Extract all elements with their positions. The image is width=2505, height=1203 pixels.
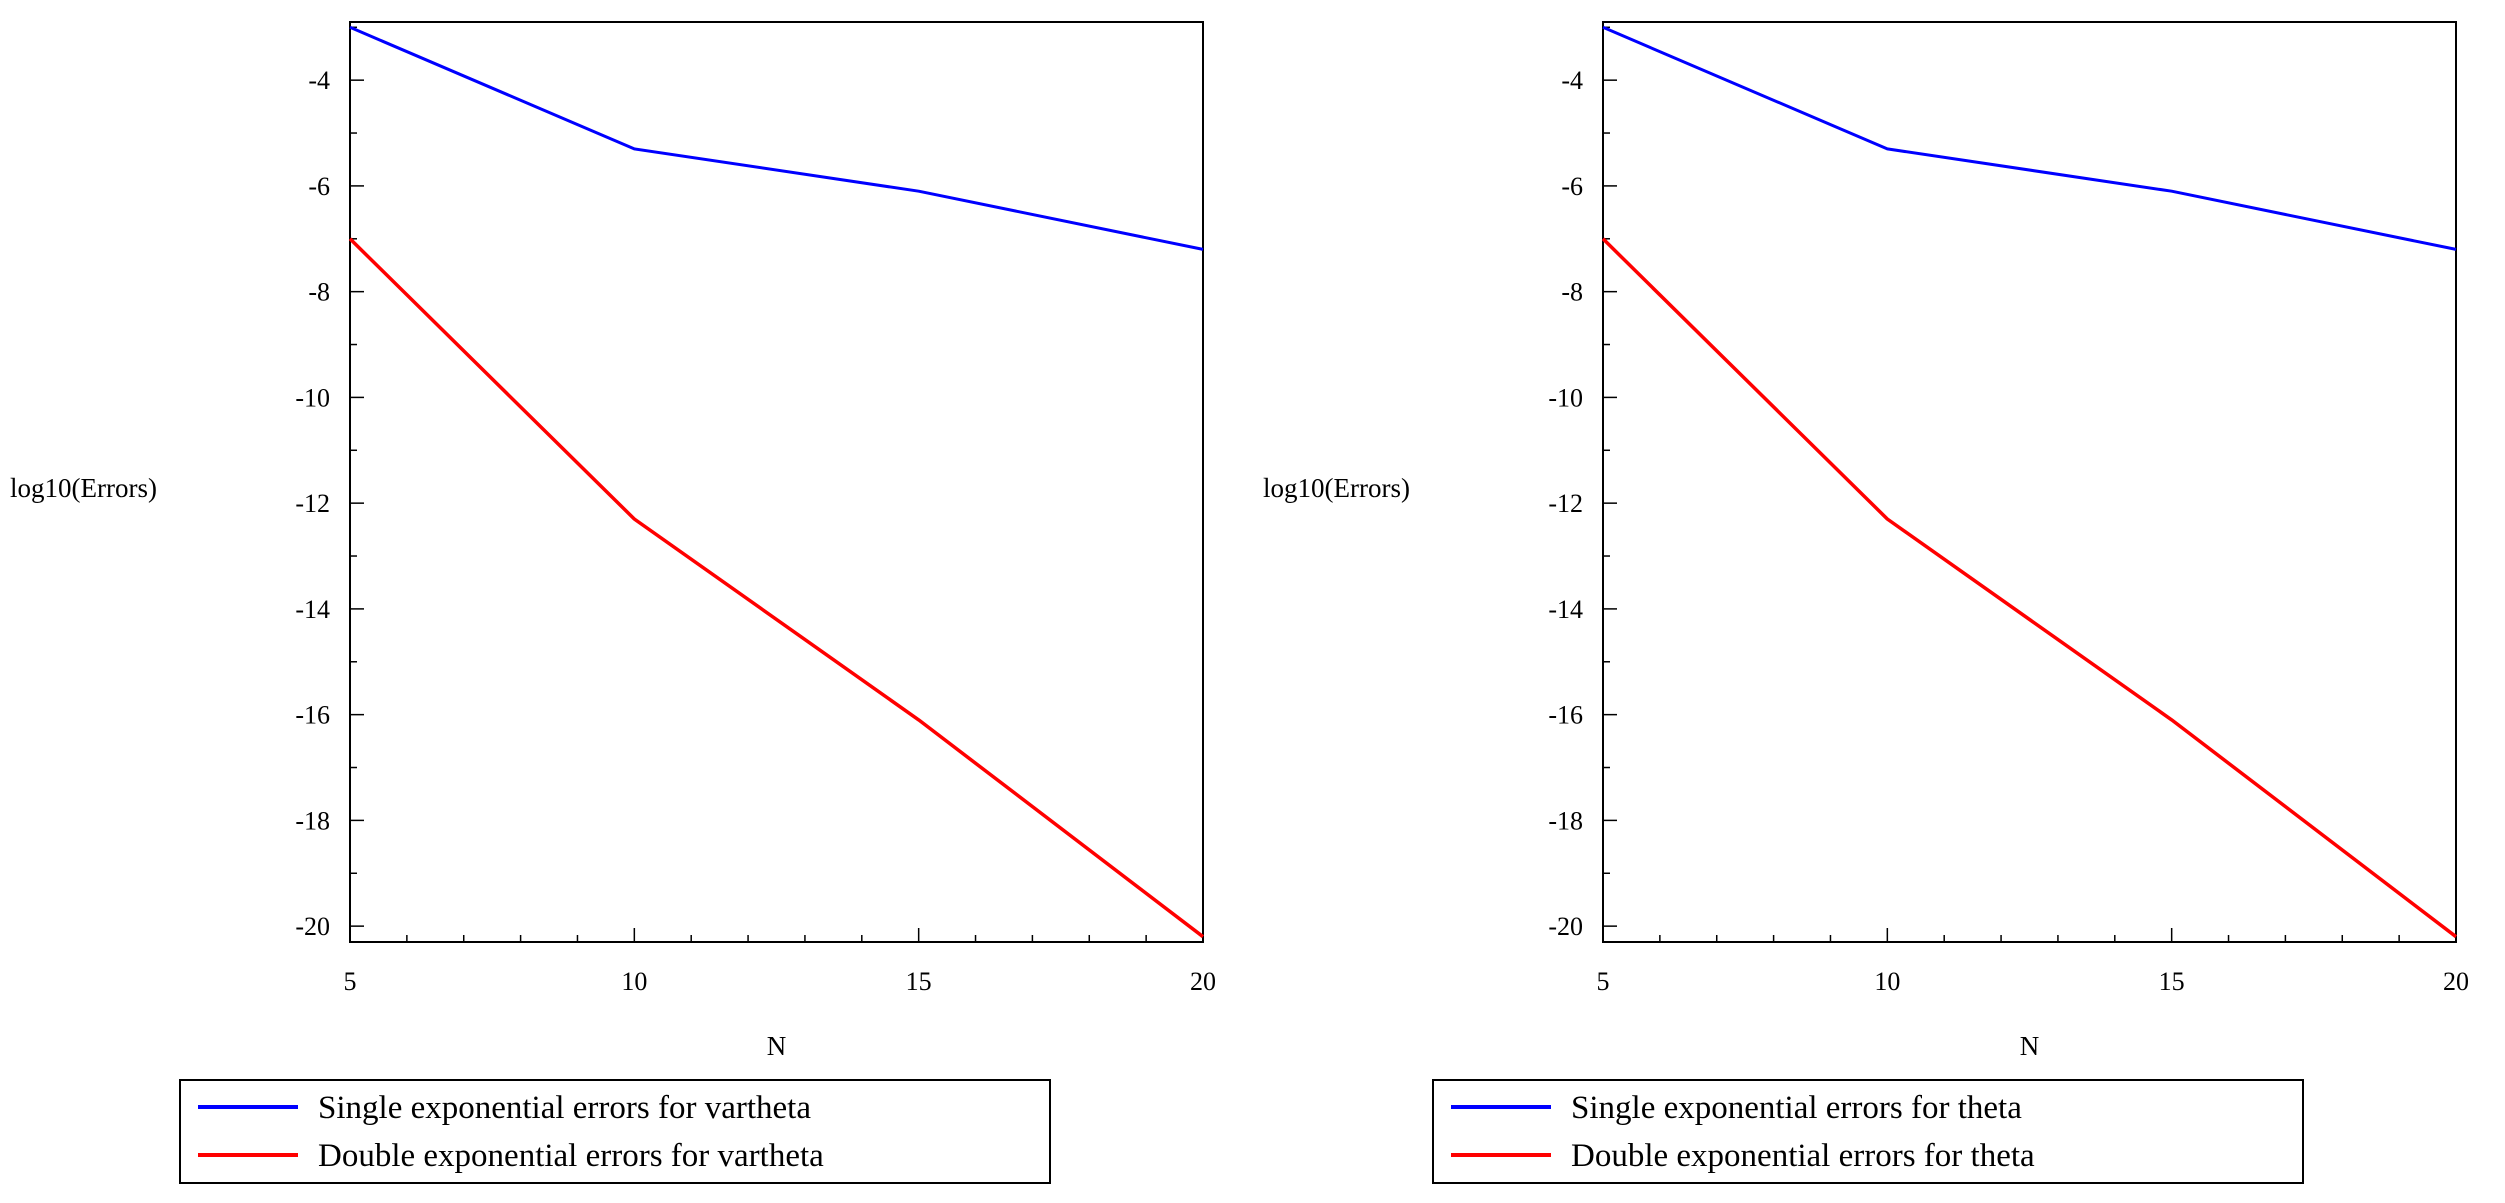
x-tick-label: 10 (1874, 967, 1900, 996)
y-tick-label: -20 (295, 912, 330, 941)
y-tick-label: -12 (1548, 489, 1583, 518)
y-tick-label: -16 (295, 701, 330, 730)
x-tick-label: 20 (2443, 967, 2469, 996)
legend-box (179, 1079, 1051, 1184)
y-axis-label: log10(Errors) (10, 473, 157, 503)
y-tick-label: -10 (1548, 383, 1583, 412)
legend-box (1432, 1079, 2304, 1184)
series-line-single-exponential (1602, 25, 2457, 251)
y-axis-label: log10(Errors) (1263, 473, 1410, 503)
x-tick-label: 10 (621, 967, 647, 996)
chart-vartheta: 5 10 15 20 -4 -6 -8 -10 -12 -14 -16 -18 -20 Nlog10(Er… (10, 21, 1216, 1184)
y-tick-label: -20 (1548, 912, 1583, 941)
y-tick-label: -18 (295, 806, 330, 835)
y-tick-label: -14 (1548, 595, 1583, 624)
x-tick-label: 20 (1190, 967, 1216, 996)
plot-frame (1602, 21, 2457, 943)
y-tick-label: -12 (295, 489, 330, 518)
y-tick-label: -14 (295, 595, 330, 624)
chart-theta: 5 10 15 20 -4 -6 -8 -10 -12 -14 -16 -18 -20 Nlog10(Er… (1263, 21, 2469, 1184)
y-tick-label: -6 (308, 172, 330, 201)
y-tick-label: -4 (1561, 66, 1583, 95)
legend-entry-label: Single exponential errors for theta (1571, 1090, 2022, 1126)
y-tick-label: -8 (308, 278, 330, 307)
legend-entry-label: Double exponential errors for theta (1571, 1138, 2035, 1174)
legend-entry-label: Double exponential errors for vartheta (318, 1138, 824, 1174)
series-line-single-exponential (349, 25, 1204, 251)
plot-frame (349, 21, 1204, 943)
y-tick-label: -18 (1548, 806, 1583, 835)
x-axis-label: N (767, 1031, 787, 1061)
y-tick-label: -16 (1548, 701, 1583, 730)
legend-entry-label: Single exponential errors for vartheta (318, 1090, 811, 1126)
y-tick-label: -10 (295, 383, 330, 412)
x-tick-label: 15 (2159, 967, 2185, 996)
x-tick-label: 5 (344, 967, 357, 996)
x-axis-label: N (2020, 1031, 2040, 1061)
series-line-double-exponential (1601, 237, 2458, 939)
y-tick-label: -6 (1561, 172, 1583, 201)
y-tick-label: -8 (1561, 278, 1583, 307)
y-tick-label: -4 (308, 66, 330, 95)
x-tick-label: 15 (906, 967, 932, 996)
x-tick-label: 5 (1597, 967, 1610, 996)
series-line-double-exponential (348, 237, 1205, 939)
